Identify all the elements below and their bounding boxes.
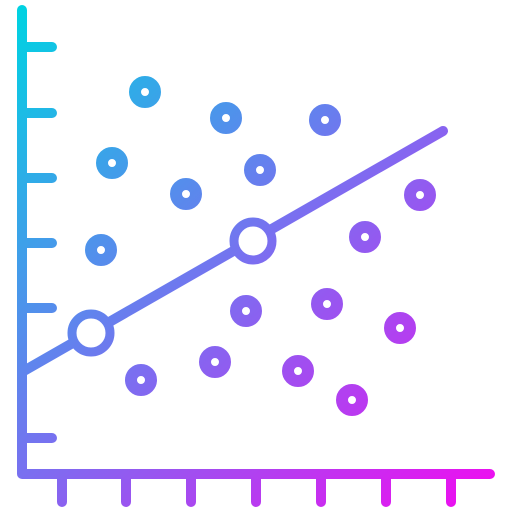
point <box>309 104 341 136</box>
point <box>129 76 161 108</box>
point <box>311 288 343 320</box>
point <box>96 147 128 179</box>
line-points <box>67 217 277 357</box>
point <box>349 221 381 253</box>
point <box>125 364 157 396</box>
point <box>210 102 242 134</box>
point <box>336 384 368 416</box>
axes <box>17 5 495 479</box>
point <box>230 295 262 327</box>
point <box>404 179 436 211</box>
point <box>282 355 314 387</box>
line-point <box>229 217 277 265</box>
point <box>244 154 276 186</box>
point <box>384 312 416 344</box>
points <box>85 76 436 416</box>
x-ticks <box>57 469 456 507</box>
point <box>199 346 231 378</box>
line-point <box>67 309 115 357</box>
y-ticks <box>17 42 57 443</box>
point <box>85 234 117 266</box>
point <box>170 178 202 210</box>
